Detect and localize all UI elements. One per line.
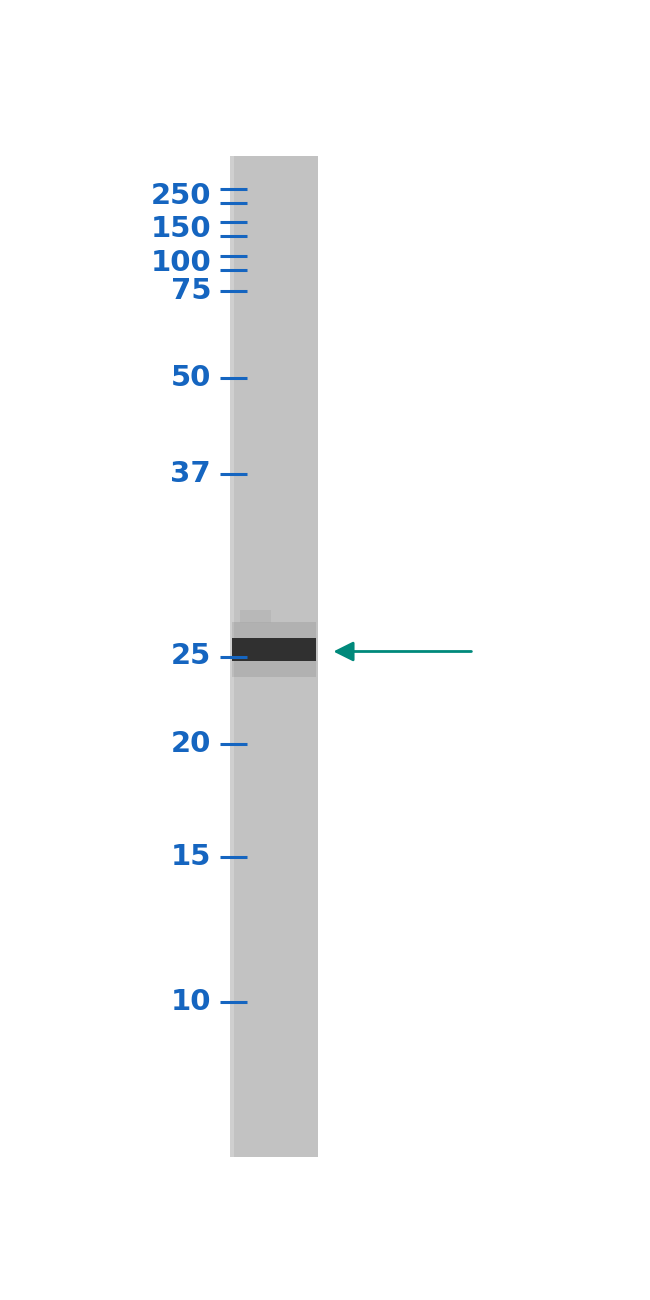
Bar [230, 156, 234, 1157]
Text: 50: 50 [171, 364, 211, 393]
Bar [240, 610, 271, 623]
Text: 75: 75 [171, 277, 211, 305]
Bar [232, 621, 316, 677]
Bar [230, 156, 318, 1157]
Text: 20: 20 [171, 729, 211, 758]
Text: 15: 15 [171, 842, 211, 871]
Text: 10: 10 [171, 988, 211, 1015]
Text: 37: 37 [170, 460, 211, 489]
Bar [232, 638, 316, 660]
Text: 150: 150 [151, 214, 211, 243]
Text: 250: 250 [151, 182, 211, 211]
Text: 100: 100 [150, 250, 211, 277]
Text: 25: 25 [171, 642, 211, 671]
